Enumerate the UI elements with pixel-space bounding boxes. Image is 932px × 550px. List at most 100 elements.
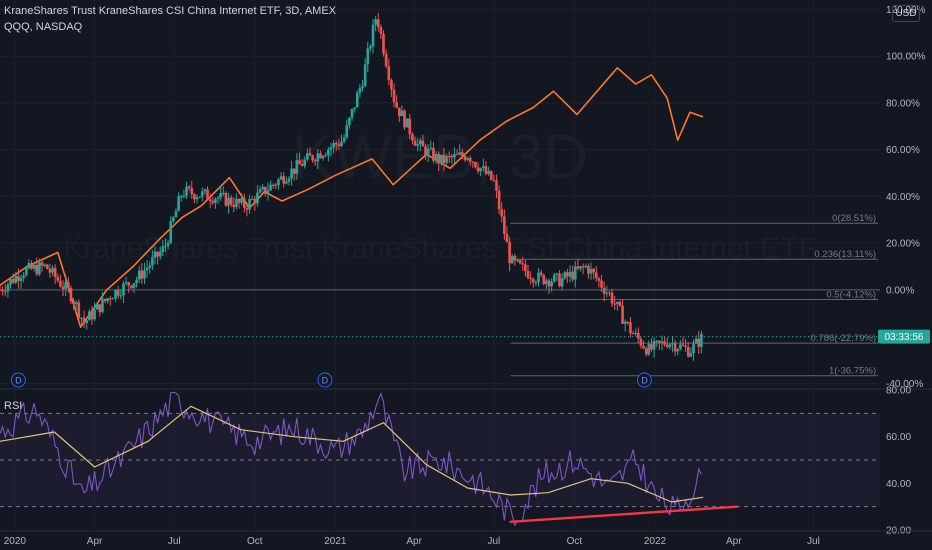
candle-body <box>329 147 333 150</box>
candle-body <box>518 260 522 264</box>
candle <box>53 264 57 285</box>
candle-body <box>592 268 595 273</box>
candle <box>668 342 672 350</box>
candle-body <box>140 270 144 279</box>
candle-body <box>240 198 243 203</box>
compare-line-qqq <box>0 67 704 329</box>
candle-body <box>579 266 582 269</box>
candle <box>566 268 569 284</box>
candle <box>534 279 538 286</box>
candle-body <box>174 210 178 218</box>
candle <box>88 309 91 321</box>
candle <box>208 193 212 209</box>
candle <box>629 317 632 338</box>
candle <box>497 185 501 215</box>
candle-body <box>321 155 325 159</box>
candle-body <box>366 48 370 65</box>
candle <box>692 339 695 361</box>
x-tick-label: Apr <box>726 536 742 547</box>
candle-body <box>327 149 330 156</box>
candle <box>361 79 364 92</box>
candle-body <box>250 198 254 200</box>
price-label-text: 03:33:56 <box>885 332 924 343</box>
candle <box>521 256 525 271</box>
candle-body <box>151 257 154 266</box>
candle-body <box>673 343 677 352</box>
rsi-legend[interactable]: RSI <box>4 400 23 412</box>
candle <box>571 265 574 282</box>
y-tick-label: 100.00% <box>886 52 926 63</box>
candle-body <box>80 317 83 319</box>
candle-body <box>190 188 194 195</box>
candle <box>340 134 343 147</box>
compare-symbol-legend[interactable]: QQQ, NASDAQ <box>4 21 83 33</box>
candle-body <box>547 280 551 287</box>
candle-body <box>552 274 556 282</box>
rsi-ma-line <box>0 405 704 503</box>
candle <box>166 239 170 250</box>
candle-body <box>353 107 356 110</box>
y-tick-label: 20.00% <box>886 239 920 250</box>
candle-body <box>694 338 698 344</box>
candle <box>56 273 60 283</box>
candle-body <box>484 166 488 174</box>
candle-body <box>77 302 81 319</box>
candle <box>539 269 543 278</box>
candle <box>503 209 506 240</box>
candle-body <box>6 284 10 292</box>
candle <box>518 259 522 265</box>
candle-body <box>193 194 196 200</box>
candle <box>579 265 582 272</box>
candle-body <box>332 142 335 148</box>
candle-body <box>35 264 39 275</box>
candle-body <box>355 92 359 108</box>
candle-body <box>311 155 314 161</box>
candle-body <box>69 288 73 302</box>
candle <box>647 340 651 356</box>
candle <box>500 202 504 223</box>
candle-body <box>319 153 322 159</box>
candle-body <box>185 186 188 196</box>
candle <box>376 12 380 32</box>
candle <box>235 193 238 210</box>
candle-body <box>489 170 493 180</box>
candle <box>489 170 493 181</box>
candle-body <box>24 268 28 276</box>
candle-body <box>581 266 585 268</box>
candle <box>463 153 467 162</box>
candle-body <box>235 199 238 208</box>
candle <box>306 148 309 161</box>
candle <box>337 139 341 150</box>
candle-body <box>600 280 603 288</box>
candle <box>182 189 186 199</box>
candle <box>140 263 144 284</box>
currency-button[interactable]: USD <box>892 5 920 22</box>
candle-body <box>214 199 217 203</box>
candle-body <box>45 264 49 270</box>
candle-body <box>11 278 15 283</box>
candle <box>177 192 180 212</box>
candle <box>597 276 601 288</box>
candle-body <box>510 256 514 264</box>
candle <box>400 105 404 117</box>
candle <box>256 185 259 208</box>
candle <box>560 273 564 290</box>
candle-body <box>306 153 309 160</box>
candle-body <box>61 286 65 290</box>
candle <box>119 289 123 300</box>
candle <box>642 340 645 350</box>
candle <box>190 180 194 199</box>
candle-body <box>369 46 372 49</box>
candle <box>413 136 417 147</box>
candle <box>229 194 233 208</box>
candle-body <box>558 273 561 287</box>
candle-body <box>392 89 396 103</box>
main-symbol-legend[interactable]: KraneShares Trust KraneShares CSI China … <box>4 5 336 17</box>
candle-body <box>279 176 283 180</box>
candle-body <box>390 80 393 90</box>
candle <box>555 272 559 282</box>
candle-body <box>500 209 504 217</box>
candle-body <box>19 277 23 282</box>
candle <box>652 337 656 358</box>
